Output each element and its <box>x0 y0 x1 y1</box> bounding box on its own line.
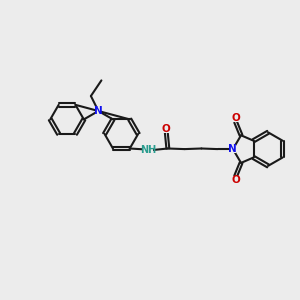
Text: O: O <box>231 175 240 185</box>
Bar <box>232 176 238 184</box>
Bar <box>232 114 238 122</box>
Text: O: O <box>231 113 240 123</box>
Bar <box>143 146 153 154</box>
Text: N: N <box>228 144 237 154</box>
Bar <box>163 125 169 133</box>
Text: NH: NH <box>140 145 157 155</box>
Text: O: O <box>162 124 171 134</box>
Text: N: N <box>94 106 103 116</box>
Bar <box>95 107 101 115</box>
Bar <box>230 145 236 153</box>
